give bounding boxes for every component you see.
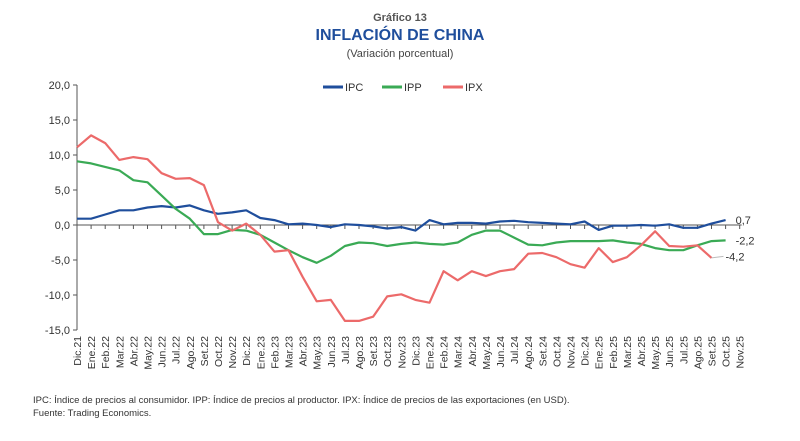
x-tick-label: May.25 <box>650 336 662 370</box>
x-tick-label: Jul.22 <box>171 336 183 364</box>
series-line-ipp <box>76 160 726 264</box>
x-tick-label: Jun.24 <box>495 336 507 368</box>
x-tick-label: Nov.25 <box>735 336 747 369</box>
x-tick-label: Nov.22 <box>227 336 239 369</box>
x-tick-label: Nov.23 <box>396 336 408 369</box>
x-tick-label: Ene.23 <box>255 336 267 369</box>
x-tick-label: Ago.24 <box>523 336 535 369</box>
end-label-ipx: -4,2 <box>726 251 745 263</box>
series-line-ipx <box>76 134 713 322</box>
y-tick-label: 15,0 <box>49 115 70 127</box>
chart-subtitle: (Variación porcentual) <box>346 48 454 60</box>
chart-number: Gráfico 13 <box>373 12 427 24</box>
y-tick-label: 5,0 <box>55 185 70 197</box>
x-tick-label: Nov.24 <box>566 336 578 369</box>
x-tick-label: Dic.22 <box>241 336 253 366</box>
x-tick-label: Jun.22 <box>157 336 169 368</box>
x-tick-label: Jun.25 <box>664 336 676 368</box>
x-tick-label: May.23 <box>312 336 324 370</box>
x-tick-label: Jul.23 <box>340 336 352 364</box>
end-label-ipc: 0,7 <box>736 215 751 227</box>
x-tick-label: Feb.23 <box>269 336 281 369</box>
x-tick-label: May.24 <box>481 336 493 370</box>
y-tick-label: -5,0 <box>51 255 70 267</box>
x-tick-label: Abr.24 <box>467 336 479 367</box>
legend-label-ipc: IPC <box>345 82 363 94</box>
x-tick-label: Abr.23 <box>298 336 310 367</box>
x-tick-label: Dic.23 <box>410 336 422 366</box>
x-tick-label: Mar.22 <box>114 336 126 368</box>
x-tick-label: Jul.24 <box>509 336 521 364</box>
x-tick-label: Set.22 <box>199 336 211 367</box>
legend-label-ipx: IPX <box>465 82 483 94</box>
y-tick-label: -10,0 <box>45 290 70 302</box>
x-tick-label: Ene.24 <box>425 336 437 369</box>
x-tick-label: Oct.23 <box>382 336 394 367</box>
x-tick-label: Mar.25 <box>622 336 634 368</box>
y-tick-label: -15,0 <box>45 325 70 337</box>
x-tick-label: May.22 <box>143 336 155 370</box>
end-label-ipp: -2,2 <box>736 235 755 247</box>
x-tick-label: Feb.24 <box>439 336 451 369</box>
x-tick-label: Feb.22 <box>100 336 112 369</box>
x-tick-label: Jul.25 <box>678 336 690 364</box>
end-label-leader <box>711 255 724 259</box>
x-tick-label: Jun.23 <box>326 336 338 368</box>
x-tick-label: Set.25 <box>707 336 719 367</box>
y-tick-label: 0,0 <box>55 220 70 232</box>
x-tick-label: Abr.22 <box>128 336 140 367</box>
source-note: Fuente: Trading Economics. <box>33 408 152 419</box>
y-tick-label: 10,0 <box>49 150 70 162</box>
x-tick-label: Ene.25 <box>594 336 606 369</box>
footnote: IPC: Índice de precios al consumidor. IP… <box>33 395 570 406</box>
x-tick-label: Feb.25 <box>608 336 620 369</box>
chart-title: INFLACIÓN DE CHINA <box>315 27 485 44</box>
x-tick-label: Ago.23 <box>354 336 366 369</box>
x-tick-label: Oct.25 <box>721 336 733 367</box>
legend-label-ipp: IPP <box>404 82 422 94</box>
x-tick-label: Set.23 <box>368 336 380 367</box>
x-tick-label: Mar.23 <box>284 336 296 368</box>
x-tick-label: Ago.22 <box>185 336 197 369</box>
x-tick-label: Oct.24 <box>551 336 563 367</box>
x-tick-label: Ago.25 <box>692 336 704 369</box>
x-tick-label: Dic.21 <box>72 336 84 366</box>
x-tick-label: Oct.22 <box>213 336 225 367</box>
series-line-ipc <box>77 204 726 232</box>
x-tick-label: Mar.24 <box>453 336 465 368</box>
x-tick-label: Abr.25 <box>636 336 648 367</box>
x-tick-label: Ene.22 <box>86 336 98 369</box>
y-tick-label: 20,0 <box>49 80 70 92</box>
x-tick-label: Set.24 <box>537 336 549 367</box>
x-tick-label: Dic.24 <box>580 336 592 366</box>
